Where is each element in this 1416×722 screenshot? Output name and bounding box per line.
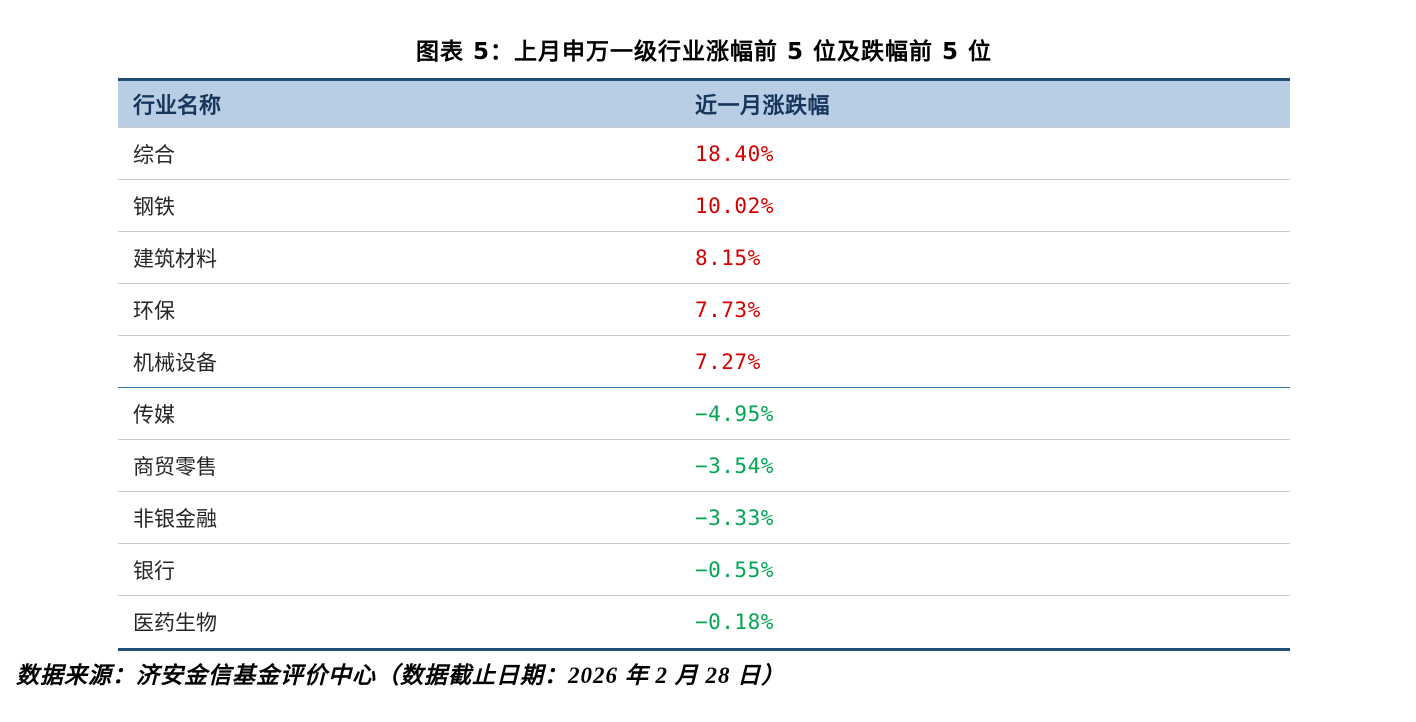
change-value-cell: 7.73% xyxy=(695,297,761,322)
table-title: 图表 5：上月申万一级行业涨幅前 5 位及跌幅前 5 位 xyxy=(415,39,993,65)
change-value-cell: −3.33% xyxy=(695,505,774,530)
column-header-industry: 行业名称 xyxy=(133,94,222,119)
industry-name-cell: 建筑材料 xyxy=(133,247,217,271)
change-value-cell: −3.54% xyxy=(695,453,774,478)
industry-name-cell: 机械设备 xyxy=(133,351,217,375)
change-value-cell: 18.40% xyxy=(695,141,774,166)
data-source-note: 数据来源：济安金信基金评价中心（数据截止日期：2026 年 2 月 28 日） xyxy=(16,663,786,688)
industry-name-cell: 非银金融 xyxy=(133,507,217,531)
table-row: 商贸零售 −3.54% xyxy=(118,440,1290,492)
table-row: 建筑材料 8.15% xyxy=(118,232,1290,284)
industry-name-cell: 传媒 xyxy=(133,403,175,427)
table-row: 钢铁 10.02% xyxy=(118,180,1290,232)
table-row: 传媒 −4.95% xyxy=(118,388,1290,440)
industry-name-cell: 银行 xyxy=(133,559,175,583)
table-row: 环保 7.73% xyxy=(118,284,1290,336)
change-value-cell: −4.95% xyxy=(695,401,774,426)
industry-name-cell: 环保 xyxy=(133,299,175,323)
change-value-cell: −0.18% xyxy=(695,610,774,634)
industry-name-cell: 医药生物 xyxy=(133,612,217,635)
table-header-row: 行业名称 近一月涨跌幅 xyxy=(118,81,1290,128)
industry-change-table: 行业名称 近一月涨跌幅 综合 18.40% 钢铁 10.02% 建筑材料 8.1… xyxy=(118,78,1290,651)
table-row: 机械设备 7.27% xyxy=(118,336,1290,388)
industry-name-cell: 综合 xyxy=(133,143,175,167)
table-row: 综合 18.40% xyxy=(118,128,1290,180)
change-value-cell: 10.02% xyxy=(695,193,774,218)
change-value-cell: 8.15% xyxy=(695,245,761,270)
change-value-cell: −0.55% xyxy=(695,557,774,582)
table-row: 医药生物 −0.18% xyxy=(118,596,1290,648)
table-row: 非银金融 −3.33% xyxy=(118,492,1290,544)
table-row: 银行 −0.55% xyxy=(118,544,1290,596)
column-header-change: 近一月涨跌幅 xyxy=(695,94,831,119)
industry-name-cell: 钢铁 xyxy=(133,195,175,219)
industry-name-cell: 商贸零售 xyxy=(133,455,217,479)
change-value-cell: 7.27% xyxy=(695,349,761,374)
